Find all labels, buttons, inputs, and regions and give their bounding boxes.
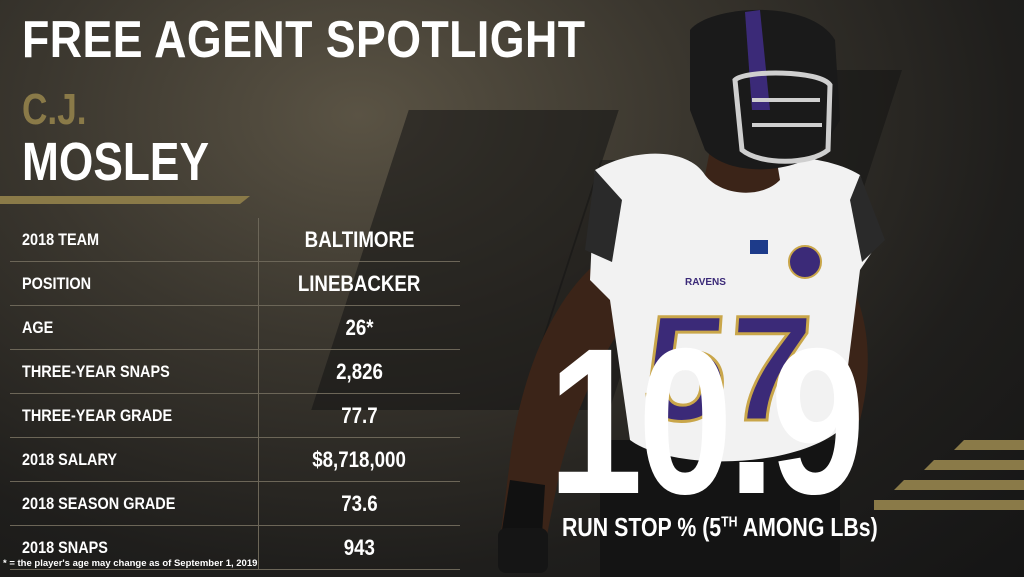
shoulder-trim (585, 170, 622, 262)
glove-shape (498, 528, 548, 573)
page-title: FREE AGENT SPOTLIGHT (22, 11, 586, 69)
highlight-label-prefix: RUN STOP % (5 (562, 512, 722, 542)
stat-value: 77.7 (341, 402, 378, 428)
gold-stripe (874, 500, 1024, 510)
stat-label: 2018 SEASON GRADE (22, 493, 176, 513)
pants-shape (600, 440, 840, 577)
gold-stripes-decoration (874, 440, 1024, 510)
stat-value: $8,718,000 (312, 446, 407, 472)
gold-accent-bar (0, 196, 250, 204)
table-row: AGE 26* (10, 305, 460, 350)
player-first-name: C.J. (22, 85, 87, 134)
stat-value: BALTIMORE (304, 226, 415, 252)
stat-label: 2018 SALARY (22, 449, 118, 469)
left-arm-shape (500, 260, 620, 545)
player-last-name: MOSLEY (22, 132, 209, 192)
player-photo: RAVENS 57 (498, 9, 885, 577)
patch-icon (788, 245, 822, 279)
jersey-number: 57 (638, 284, 817, 452)
stat-value: 2,826 (336, 358, 383, 384)
gold-stripe (894, 480, 1024, 490)
table-row: 2018 SALARY $8,718,000 (10, 437, 460, 482)
stat-label: 2018 TEAM (22, 229, 100, 249)
stat-label: THREE-YEAR GRADE (22, 405, 173, 425)
highlight-stat-label: RUN STOP % (5TH AMONG LBs) (562, 512, 878, 543)
table-row: 2018 TEAM BALTIMORE (10, 218, 460, 262)
table-row: 2018 SEASON GRADE 73.6 (10, 481, 460, 526)
stat-label: 2018 SNAPS (22, 537, 108, 557)
facemask-shape (732, 70, 833, 164)
gold-stripe (924, 460, 1024, 470)
stat-value: 26* (345, 314, 374, 340)
highlight-label-ordinal: TH (721, 513, 738, 531)
table-row: POSITION LINEBACKER (10, 261, 460, 306)
age-footnote: * = the player's age may change as of Se… (3, 558, 258, 569)
helmet-stripe (745, 10, 770, 110)
table-row: THREE-YEAR GRADE 77.7 (10, 393, 460, 438)
team-wordmark: RAVENS (685, 277, 726, 288)
stat-value: LINEBACKER (298, 270, 421, 296)
wrist-band (502, 480, 545, 535)
stat-label: THREE-YEAR SNAPS (22, 361, 170, 381)
table-row: THREE-YEAR SNAPS 2,826 (10, 349, 460, 394)
facemask-bars (752, 98, 822, 127)
table-row: 2018 SNAPS 943 (10, 525, 460, 570)
gold-stripe (954, 440, 1024, 450)
highlight-label-suffix: AMONG LBs) (737, 512, 878, 542)
stat-value: 73.6 (341, 490, 378, 516)
stat-label: AGE (22, 317, 54, 337)
highlight-stat-value: 10.9 (548, 306, 865, 538)
stat-label: POSITION (22, 273, 92, 293)
jersey-shape (590, 153, 880, 462)
stats-table: 2018 TEAM BALTIMORE POSITION LINEBACKER AG… (10, 218, 460, 570)
shoulder-trim (850, 175, 885, 262)
league-shield-icon (750, 240, 768, 254)
stat-value: 943 (343, 534, 376, 560)
